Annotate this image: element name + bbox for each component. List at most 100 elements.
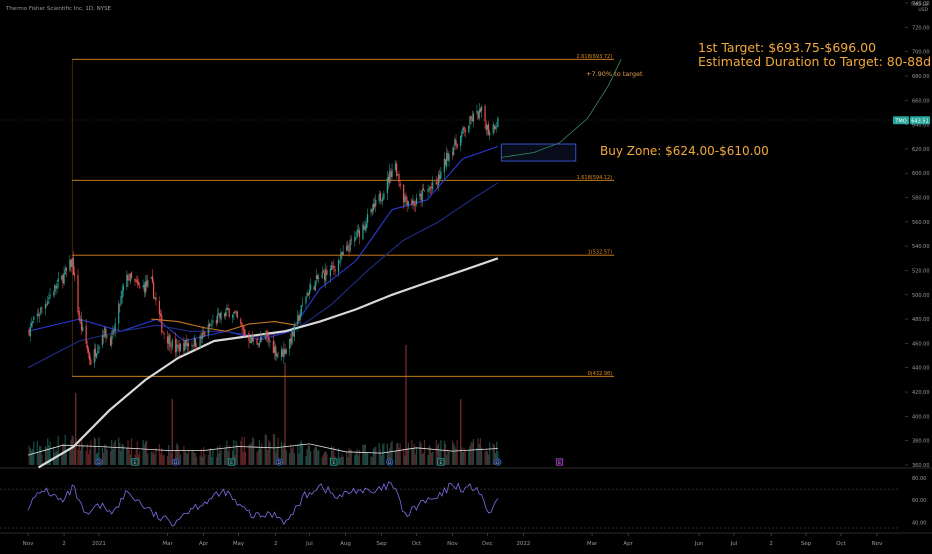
candle[interactable]	[469, 115, 471, 129]
candle[interactable]	[486, 124, 488, 136]
candle[interactable]	[158, 296, 161, 322]
candle[interactable]	[364, 220, 366, 234]
candle[interactable]	[339, 260, 341, 264]
candle[interactable]	[207, 319, 209, 339]
candle[interactable]	[348, 242, 350, 257]
candle[interactable]	[472, 111, 475, 128]
candle[interactable]	[30, 317, 33, 329]
buy-zone-layer[interactable]	[500, 59, 622, 162]
candle[interactable]	[93, 342, 95, 369]
candle[interactable]	[77, 268, 79, 316]
candle[interactable]	[114, 317, 116, 338]
candle[interactable]	[340, 248, 342, 267]
candle[interactable]	[122, 282, 124, 297]
candle[interactable]	[85, 318, 87, 348]
candle[interactable]	[365, 217, 368, 232]
candle[interactable]	[80, 311, 83, 335]
candle[interactable]	[346, 241, 348, 252]
dividend-marker[interactable]: D	[95, 458, 103, 466]
candle[interactable]	[407, 200, 409, 210]
candle[interactable]	[98, 344, 100, 354]
candle[interactable]	[155, 291, 157, 306]
candle[interactable]	[256, 335, 258, 345]
candle[interactable]	[487, 120, 490, 136]
candle[interactable]	[479, 107, 482, 113]
candle[interactable]	[275, 343, 277, 362]
candle[interactable]	[358, 227, 361, 245]
candle[interactable]	[333, 259, 335, 276]
candle[interactable]	[468, 124, 470, 134]
candle[interactable]	[283, 341, 285, 364]
candle[interactable]	[282, 347, 284, 357]
candle[interactable]	[28, 327, 30, 337]
candle[interactable]	[61, 275, 63, 281]
candle[interactable]	[447, 148, 449, 161]
candle[interactable]	[137, 278, 140, 286]
candle[interactable]	[226, 304, 228, 317]
candle[interactable]	[399, 180, 401, 190]
candle[interactable]	[432, 175, 434, 193]
candle[interactable]	[386, 170, 388, 201]
candle[interactable]	[129, 272, 131, 285]
candle[interactable]	[32, 320, 34, 328]
candle[interactable]	[62, 273, 64, 289]
candle[interactable]	[201, 326, 204, 344]
candle[interactable]	[429, 185, 432, 195]
candle[interactable]	[251, 331, 254, 342]
candle[interactable]	[86, 340, 88, 354]
candle[interactable]	[185, 334, 187, 350]
candle[interactable]	[184, 338, 186, 354]
candle[interactable]	[443, 152, 445, 180]
candle[interactable]	[127, 273, 129, 287]
candle[interactable]	[65, 267, 67, 277]
candle[interactable]	[494, 123, 497, 131]
rsi-line[interactable]	[27, 481, 499, 527]
candle[interactable]	[90, 356, 92, 366]
fibonacci-levels[interactable]: 2.618(693.72) 1.618(594.12) 1(532.57) 0(432…	[71, 54, 615, 377]
candle[interactable]	[310, 278, 312, 293]
candle[interactable]	[321, 266, 323, 279]
candle[interactable]	[70, 259, 72, 273]
candle[interactable]	[300, 305, 302, 317]
candle[interactable]	[440, 167, 442, 181]
candle[interactable]	[305, 296, 307, 308]
candle[interactable]	[298, 312, 300, 323]
candle[interactable]	[135, 275, 137, 283]
candle[interactable]	[79, 315, 81, 324]
dividend-marker[interactable]: D	[386, 458, 394, 466]
candle[interactable]	[208, 322, 211, 334]
candle[interactable]	[82, 322, 84, 332]
candle[interactable]	[330, 261, 333, 271]
candle[interactable]	[444, 158, 447, 168]
candle[interactable]	[36, 309, 38, 323]
candle[interactable]	[183, 337, 185, 356]
candle[interactable]	[362, 221, 364, 241]
candle[interactable]	[378, 190, 380, 205]
candle[interactable]	[414, 200, 416, 213]
candle[interactable]	[314, 280, 316, 292]
candle[interactable]	[380, 199, 383, 204]
candle[interactable]	[373, 197, 376, 210]
candle[interactable]	[171, 337, 173, 351]
candle[interactable]	[260, 331, 262, 344]
candle[interactable]	[161, 310, 163, 335]
earnings-marker[interactable]: E	[555, 458, 564, 466]
candle[interactable]	[318, 273, 320, 284]
candle[interactable]	[196, 342, 198, 350]
candle[interactable]	[159, 309, 162, 322]
candle[interactable]	[480, 105, 483, 118]
rsi-panel[interactable]	[0, 481, 900, 529]
candle[interactable]	[313, 285, 315, 291]
candle[interactable]	[250, 334, 252, 344]
candle[interactable]	[233, 312, 235, 321]
candle[interactable]	[52, 290, 55, 297]
candle[interactable]	[193, 334, 195, 349]
dividend-marker[interactable]: D	[275, 458, 283, 466]
candle[interactable]	[423, 190, 426, 192]
candle[interactable]	[146, 274, 148, 292]
candle[interactable]	[199, 333, 201, 349]
candle[interactable]	[143, 281, 145, 298]
candle[interactable]	[55, 285, 57, 296]
candle[interactable]	[106, 335, 108, 340]
